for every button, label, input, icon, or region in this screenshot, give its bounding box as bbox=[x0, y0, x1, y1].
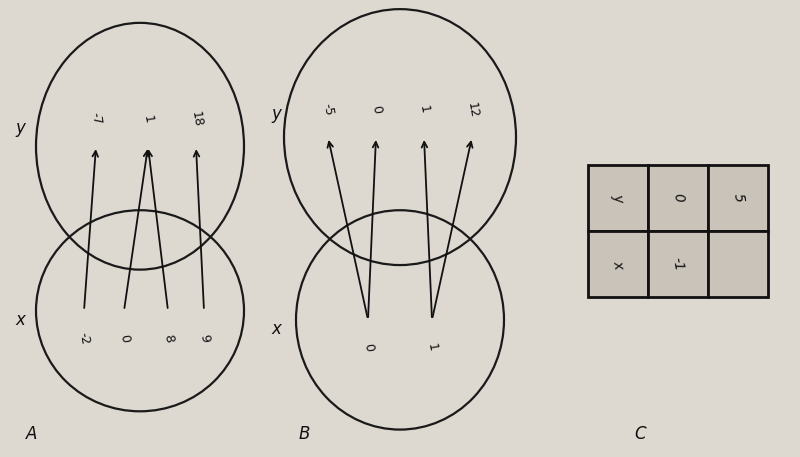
Text: 0: 0 bbox=[670, 192, 686, 203]
Bar bbox=[648, 165, 708, 231]
Bar bbox=[588, 231, 648, 297]
Text: x: x bbox=[271, 320, 281, 338]
Bar bbox=[708, 165, 768, 231]
Text: -1: -1 bbox=[670, 256, 686, 272]
Text: 8: 8 bbox=[161, 333, 175, 343]
Bar bbox=[588, 165, 648, 231]
Text: A: A bbox=[26, 425, 38, 443]
Text: -2: -2 bbox=[77, 331, 91, 345]
Text: x: x bbox=[15, 311, 25, 329]
Text: 0: 0 bbox=[117, 333, 131, 343]
Text: 18: 18 bbox=[188, 110, 204, 128]
Text: y: y bbox=[271, 105, 281, 123]
Text: 0: 0 bbox=[361, 342, 375, 352]
Text: 12: 12 bbox=[464, 101, 480, 118]
Text: y: y bbox=[15, 119, 25, 137]
Text: 1: 1 bbox=[141, 114, 155, 124]
Text: -5: -5 bbox=[321, 102, 335, 117]
Text: B: B bbox=[298, 425, 310, 443]
Bar bbox=[708, 231, 768, 297]
Text: 5: 5 bbox=[730, 192, 746, 203]
Text: y: y bbox=[610, 192, 626, 203]
Text: C: C bbox=[634, 425, 646, 443]
Text: x: x bbox=[610, 259, 626, 269]
Text: 0: 0 bbox=[369, 105, 383, 115]
Bar bbox=[648, 231, 708, 297]
Text: 9: 9 bbox=[197, 333, 211, 343]
Text: -7: -7 bbox=[89, 112, 103, 126]
Text: 1: 1 bbox=[425, 342, 439, 352]
Text: 1: 1 bbox=[417, 105, 431, 115]
